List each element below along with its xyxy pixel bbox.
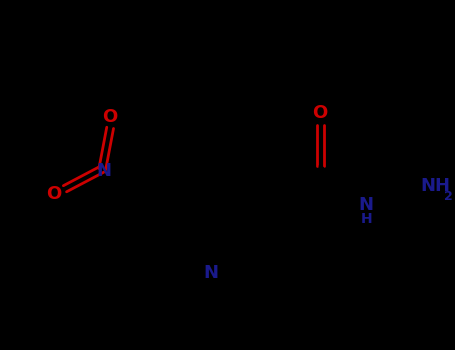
Text: N: N — [359, 196, 374, 215]
Text: N: N — [97, 162, 112, 180]
Text: O: O — [102, 108, 118, 126]
Text: H: H — [360, 212, 372, 226]
Text: O: O — [313, 104, 328, 122]
Text: 2: 2 — [445, 190, 453, 203]
Text: O: O — [46, 185, 62, 203]
Text: NH: NH — [420, 177, 450, 195]
Text: N: N — [204, 264, 219, 282]
